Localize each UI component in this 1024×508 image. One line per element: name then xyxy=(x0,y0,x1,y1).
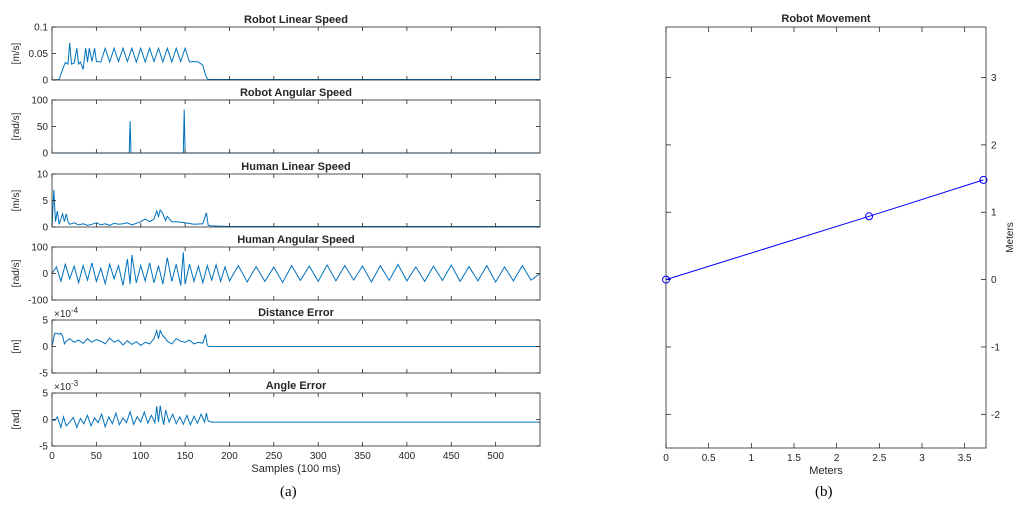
caption-b: (b) xyxy=(815,484,833,500)
y-tick-label: -100 xyxy=(28,296,48,307)
panel-title: Robot Movement xyxy=(781,13,871,25)
panel-title: Distance Error xyxy=(258,307,335,319)
x-tick-label: 400 xyxy=(399,451,416,462)
exponent-label: ×10-3 xyxy=(54,379,79,393)
x-tick-label: 2 xyxy=(834,453,840,464)
y-tick-label: 100 xyxy=(31,243,48,254)
y-axis-label: [m/s] xyxy=(11,189,22,211)
panel-title: Human Linear Speed xyxy=(241,161,350,173)
y-axis-label: [m/s] xyxy=(11,42,22,64)
y-tick-label: 3 xyxy=(991,73,997,84)
panel-title: Angle Error xyxy=(266,380,327,392)
y-tick-label: 1 xyxy=(991,208,997,219)
y-axis-label: [rad] xyxy=(11,409,22,429)
axes-box xyxy=(665,26,987,449)
x-tick-label: 3.5 xyxy=(958,453,972,464)
x-axis-label: Samples (100 ms) xyxy=(251,463,340,475)
x-tick-label: 0 xyxy=(663,453,669,464)
y-tick-label: 5 xyxy=(42,196,48,207)
series-line-human-angular-speed xyxy=(51,252,541,286)
panel-robot-linear-speed: 0 0.05 0.1 Robot Linear Speed [m/s] xyxy=(11,14,541,87)
panel-title: Human Angular Speed xyxy=(237,234,355,246)
x-tick-label: 3 xyxy=(919,453,925,464)
y-tick-label: 0.05 xyxy=(29,49,49,60)
series-line-human-linear-speed xyxy=(51,189,540,228)
y-axis-label: [rad/s] xyxy=(11,259,22,287)
movement-line xyxy=(665,179,984,281)
movement-marker xyxy=(662,275,670,284)
x-tick-label: 100 xyxy=(132,451,149,462)
x-tick-label: 500 xyxy=(487,451,504,462)
y-axis-label: Meters xyxy=(1005,222,1016,253)
y-axis-label: [m] xyxy=(11,339,22,353)
y-tick-label: 5 xyxy=(42,316,48,327)
y-tick-label: 0 xyxy=(42,342,48,353)
x-tick-label: 200 xyxy=(221,451,238,462)
y-tick-label: -1 xyxy=(991,342,1000,353)
series-line-robot-angular-speed xyxy=(52,109,540,154)
axes-box xyxy=(51,99,541,154)
panel-title: Robot Angular Speed xyxy=(240,87,352,99)
y-tick-label: 0 xyxy=(42,76,48,87)
x-tick-label: 1.5 xyxy=(787,453,801,464)
x-tick-label: 0.5 xyxy=(702,453,716,464)
panel-distance-error: -5 0 5 Distance Error [m] ×10-4 xyxy=(11,306,541,380)
panel-human-angular-speed: -100 0 100 Human Angular Speed [rad/s] xyxy=(11,234,541,307)
x-tick-label: 300 xyxy=(310,451,327,462)
y-tick-label: 5 xyxy=(42,389,48,400)
y-tick-label: -5 xyxy=(39,442,48,453)
y-tick-label: 0 xyxy=(42,269,48,280)
x-tick-label: 2.5 xyxy=(872,453,886,464)
y-tick-label: 50 xyxy=(37,122,49,133)
axes-box xyxy=(51,173,541,228)
y-tick-label: 10 xyxy=(37,170,49,181)
x-tick-label: 1 xyxy=(749,453,755,464)
y-tick-label: -2 xyxy=(991,410,1000,421)
axes-box xyxy=(51,392,541,447)
x-tick-label: 150 xyxy=(177,451,194,462)
exponent-label: ×10-4 xyxy=(54,306,79,320)
y-tick-label: -5 xyxy=(39,369,48,380)
x-tick-label: 0 xyxy=(49,451,55,462)
x-tick-label: 350 xyxy=(354,451,371,462)
series-line-distance-error xyxy=(51,328,540,347)
y-tick-label: 100 xyxy=(31,96,48,107)
y-tick-label: 2 xyxy=(991,140,997,151)
panel-robot-movement: 0 0.5 1 1.5 2 2.5 3 3.5 -2 -1 0 1 2 3 Robot Movement Me… xyxy=(662,13,1016,477)
y-tick-label: 0.1 xyxy=(34,23,48,34)
series-line-robot-linear-speed xyxy=(51,42,540,81)
movement-marker xyxy=(865,212,874,221)
y-axis-label: [rad/s] xyxy=(11,112,22,140)
x-tick-label: 50 xyxy=(91,451,103,462)
y-tick-label: 0 xyxy=(42,223,48,234)
series-line-angle-error xyxy=(51,405,540,430)
movement-marker xyxy=(979,175,988,184)
x-tick-label: 250 xyxy=(265,451,282,462)
y-tick-label: 0 xyxy=(42,415,48,426)
panel-robot-angular-speed: 0 50 100 Robot Angular Speed [rad/s] xyxy=(11,87,541,160)
y-tick-label: 0 xyxy=(42,149,48,160)
panel-title: Robot Linear Speed xyxy=(244,14,348,26)
x-axis-label: Meters xyxy=(809,465,843,477)
caption-a: (a) xyxy=(280,484,297,500)
panel-human-linear-speed: 0 5 10 Human Linear Speed [m/s] xyxy=(11,161,541,234)
x-tick-label: 450 xyxy=(443,451,460,462)
y-tick-label: 0 xyxy=(991,275,997,286)
